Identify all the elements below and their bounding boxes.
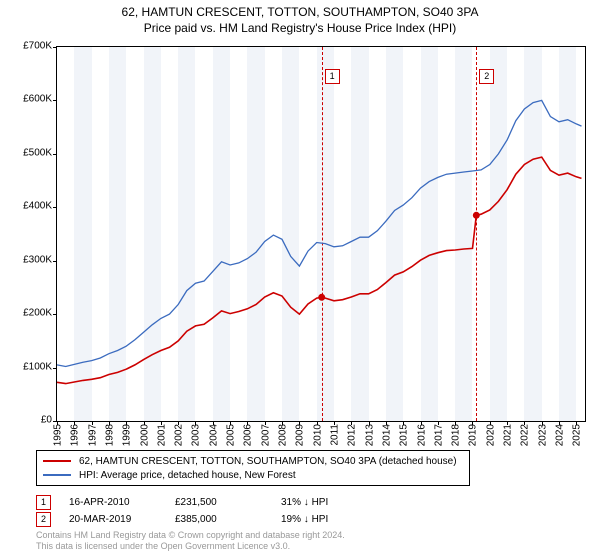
y-axis-label: £200K (4, 308, 52, 319)
x-axis-label: 2018 (451, 424, 462, 446)
x-axis-label: 2012 (347, 424, 358, 446)
x-axis-label: 1995 (53, 424, 64, 446)
x-axis-label: 2010 (312, 424, 323, 446)
x-axis-label: 2014 (381, 424, 392, 446)
legend-row: HPI: Average price, detached house, New … (43, 468, 463, 482)
plot-area: 12 (56, 46, 586, 422)
series-price_paid (57, 157, 582, 384)
event-row: 1 16-APR-2010 £231,500 31% ↓ HPI (36, 494, 361, 511)
x-axis-label: 2016 (416, 424, 427, 446)
x-axis-label: 2003 (191, 424, 202, 446)
x-axis-label: 2005 (226, 424, 237, 446)
legend-label: 62, HAMTUN CRESCENT, TOTTON, SOUTHAMPTON… (79, 456, 457, 467)
x-axis-label: 2006 (243, 424, 254, 446)
chart-container: 62, HAMTUN CRESCENT, TOTTON, SOUTHAMPTON… (0, 0, 600, 560)
x-axis-label: 2001 (156, 424, 167, 446)
y-axis-label: £0 (4, 415, 52, 426)
x-axis-label: 1999 (122, 424, 133, 446)
legend-swatch (43, 460, 71, 462)
event-row: 2 20-MAR-2019 £385,000 19% ↓ HPI (36, 511, 361, 528)
x-axis-label: 1996 (70, 424, 81, 446)
x-axis-label: 1998 (104, 424, 115, 446)
event-date: 20-MAR-2019 (69, 514, 157, 525)
legend-row: 62, HAMTUN CRESCENT, TOTTON, SOUTHAMPTON… (43, 454, 463, 468)
sale-marker (473, 212, 480, 219)
event-price: £231,500 (175, 497, 263, 508)
x-axis-label: 2020 (485, 424, 496, 446)
y-axis-label: £500K (4, 147, 52, 158)
legend-label: HPI: Average price, detached house, New … (79, 470, 296, 481)
event-table: 1 16-APR-2010 £231,500 31% ↓ HPI 2 20-MAR-201… (36, 494, 361, 528)
x-axis-label: 2008 (278, 424, 289, 446)
x-axis-label: 2024 (555, 424, 566, 446)
x-axis-label: 2015 (399, 424, 410, 446)
footer: Contains HM Land Registry data © Crown c… (36, 530, 345, 553)
x-axis-label: 2021 (503, 424, 514, 446)
x-axis-label: 2013 (364, 424, 375, 446)
footer-line2: This data is licensed under the Open Gov… (36, 541, 345, 552)
x-axis-label: 2017 (433, 424, 444, 446)
footer-line1: Contains HM Land Registry data © Crown c… (36, 530, 345, 541)
y-axis-label: £600K (4, 94, 52, 105)
y-axis-label: £700K (4, 41, 52, 52)
title-line2: Price paid vs. HM Land Registry's House … (0, 20, 600, 36)
event-delta: 31% ↓ HPI (281, 497, 361, 508)
x-axis-label: 2002 (174, 424, 185, 446)
y-axis-label: £300K (4, 254, 52, 265)
series-hpi (57, 100, 582, 366)
x-axis-label: 2000 (139, 424, 150, 446)
legend-swatch (43, 474, 71, 476)
title-line1: 62, HAMTUN CRESCENT, TOTTON, SOUTHAMPTON… (0, 4, 600, 20)
x-axis-label: 2023 (537, 424, 548, 446)
y-axis-label: £100K (4, 361, 52, 372)
x-axis-label: 2025 (572, 424, 583, 446)
x-axis-label: 2022 (520, 424, 531, 446)
event-delta: 19% ↓ HPI (281, 514, 361, 525)
sale-marker (318, 294, 325, 301)
event-number-box: 1 (36, 495, 51, 510)
title-block: 62, HAMTUN CRESCENT, TOTTON, SOUTHAMPTON… (0, 0, 600, 36)
event-price: £385,000 (175, 514, 263, 525)
x-axis-label: 2011 (329, 424, 340, 446)
x-axis-label: 2007 (260, 424, 271, 446)
x-axis-label: 1997 (87, 424, 98, 446)
x-axis-label: 2004 (208, 424, 219, 446)
legend: 62, HAMTUN CRESCENT, TOTTON, SOUTHAMPTON… (36, 450, 470, 486)
event-date: 16-APR-2010 (69, 497, 157, 508)
x-axis-label: 2009 (295, 424, 306, 446)
event-number-box: 2 (36, 512, 51, 527)
x-axis-label: 2019 (468, 424, 479, 446)
y-axis-label: £400K (4, 201, 52, 212)
